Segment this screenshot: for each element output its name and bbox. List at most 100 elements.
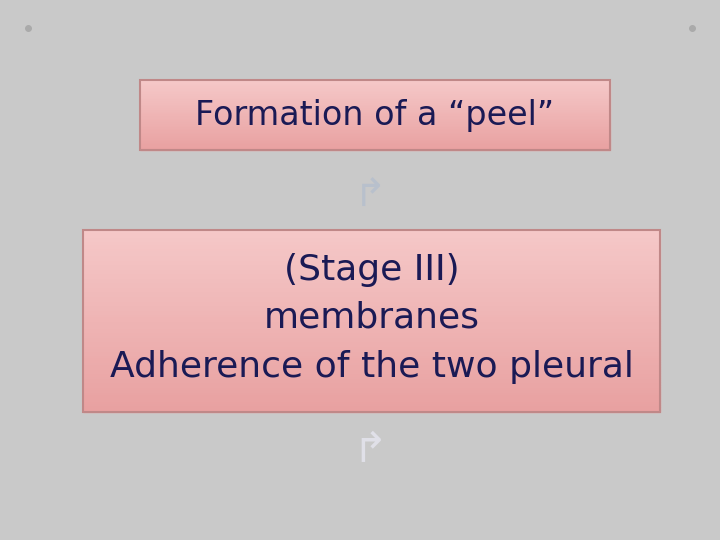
- Bar: [83, 248, 660, 251]
- Bar: [140, 149, 610, 150]
- Bar: [140, 111, 610, 112]
- Bar: [83, 335, 660, 337]
- Bar: [83, 280, 660, 282]
- Bar: [140, 126, 610, 127]
- Bar: [83, 232, 660, 234]
- Bar: [140, 97, 610, 98]
- Bar: [140, 106, 610, 107]
- Bar: [140, 102, 610, 103]
- Bar: [83, 392, 660, 394]
- Bar: [83, 378, 660, 380]
- Bar: [83, 360, 660, 362]
- Bar: [140, 99, 610, 100]
- Bar: [83, 303, 660, 305]
- Bar: [140, 133, 610, 134]
- Bar: [83, 257, 660, 260]
- Bar: [83, 309, 660, 312]
- Bar: [140, 108, 610, 109]
- Bar: [83, 273, 660, 275]
- Bar: [140, 137, 610, 138]
- Bar: [83, 399, 660, 401]
- Bar: [83, 255, 660, 257]
- Bar: [140, 96, 610, 97]
- Bar: [83, 282, 660, 285]
- Bar: [83, 348, 660, 350]
- Bar: [140, 125, 610, 126]
- Bar: [83, 314, 660, 316]
- Bar: [140, 129, 610, 130]
- Bar: [140, 116, 610, 117]
- Bar: [83, 371, 660, 373]
- Bar: [83, 384, 660, 387]
- Text: ↱: ↱: [354, 176, 387, 214]
- Bar: [83, 382, 660, 384]
- Bar: [83, 251, 660, 253]
- Bar: [140, 140, 610, 141]
- Bar: [83, 323, 660, 326]
- Bar: [140, 124, 610, 125]
- Bar: [83, 305, 660, 307]
- Bar: [83, 394, 660, 396]
- Bar: [83, 364, 660, 367]
- Bar: [140, 104, 610, 105]
- Bar: [140, 84, 610, 85]
- Bar: [140, 120, 610, 121]
- Bar: [140, 107, 610, 108]
- Bar: [140, 94, 610, 95]
- Bar: [83, 330, 660, 333]
- Bar: [140, 100, 610, 101]
- Bar: [83, 376, 660, 378]
- Bar: [140, 86, 610, 87]
- Bar: [83, 244, 660, 246]
- Bar: [83, 367, 660, 369]
- Bar: [140, 101, 610, 102]
- Bar: [83, 239, 660, 241]
- Bar: [83, 403, 660, 405]
- Bar: [83, 307, 660, 309]
- Bar: [83, 266, 660, 269]
- Bar: [140, 132, 610, 133]
- Bar: [140, 139, 610, 140]
- Bar: [140, 110, 610, 111]
- Bar: [83, 271, 660, 273]
- Bar: [83, 373, 660, 376]
- Bar: [140, 131, 610, 132]
- Bar: [140, 147, 610, 149]
- Bar: [140, 121, 610, 122]
- Bar: [140, 122, 610, 123]
- Bar: [83, 387, 660, 389]
- Bar: [83, 353, 660, 355]
- Bar: [83, 346, 660, 348]
- Bar: [83, 380, 660, 382]
- Bar: [83, 405, 660, 408]
- Bar: [83, 230, 660, 232]
- Bar: [83, 410, 660, 412]
- Bar: [83, 396, 660, 399]
- Bar: [83, 237, 660, 239]
- Bar: [140, 90, 610, 91]
- Bar: [140, 119, 610, 120]
- Bar: [140, 81, 610, 82]
- Bar: [140, 117, 610, 118]
- Bar: [140, 142, 610, 143]
- Bar: [140, 103, 610, 104]
- Bar: [83, 333, 660, 335]
- Bar: [83, 389, 660, 392]
- Bar: [83, 312, 660, 314]
- Bar: [140, 148, 610, 149]
- Bar: [140, 141, 610, 142]
- Bar: [83, 296, 660, 298]
- Bar: [140, 80, 610, 81]
- Bar: [83, 234, 660, 237]
- Bar: [140, 146, 610, 147]
- Bar: [83, 275, 660, 278]
- Bar: [83, 344, 660, 346]
- Bar: [83, 246, 660, 248]
- Bar: [140, 88, 610, 89]
- Bar: [83, 341, 660, 344]
- Bar: [140, 89, 610, 90]
- Bar: [83, 337, 660, 339]
- Bar: [140, 105, 610, 106]
- Bar: [83, 321, 660, 323]
- Bar: [83, 339, 660, 341]
